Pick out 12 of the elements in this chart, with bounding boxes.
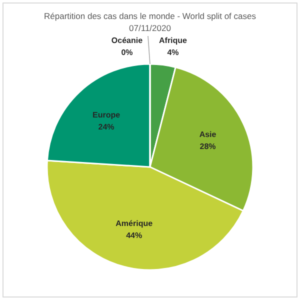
slice-label: Afrique xyxy=(159,36,188,45)
chart-title: Répartition des cas dans le monde - World split of cases xyxy=(44,11,256,21)
chart-subtitle: 07/11/2020 xyxy=(129,23,172,33)
text: 0% xyxy=(121,48,133,57)
slice-label: Europe xyxy=(92,110,121,120)
slice-label: Amérique xyxy=(116,218,154,228)
category-label: Océanie xyxy=(111,36,143,45)
slice-label: Asie xyxy=(199,130,217,139)
data-label: 4% xyxy=(167,48,179,57)
data-label: 24% xyxy=(98,122,114,132)
data-label: 28% xyxy=(200,142,216,151)
data-label: 44% xyxy=(126,230,142,240)
